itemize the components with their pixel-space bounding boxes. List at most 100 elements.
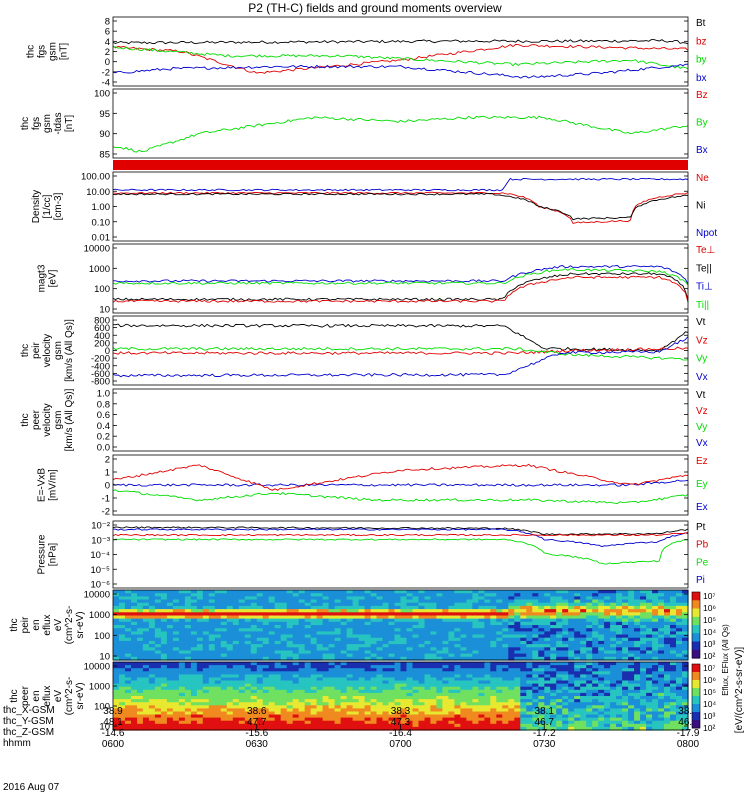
heatmap-cell (190, 605, 198, 610)
heatmap-cell (502, 596, 509, 601)
heatmap-cell (478, 711, 485, 716)
heatmap-cell (244, 680, 252, 685)
heatmap-cell (628, 644, 635, 648)
heatmap-cell (664, 631, 671, 636)
heatmap-cell (664, 677, 671, 682)
heatmap-cell (538, 720, 545, 725)
heatmap-cell (262, 717, 270, 722)
heatmap-cell (148, 671, 156, 675)
heatmap-cell (166, 612, 174, 617)
heatmap-cell (352, 628, 360, 632)
heatmap-cell (131, 602, 138, 607)
heatmap-cell (418, 683, 426, 688)
ephemeris-value: 38.1 (678, 706, 698, 717)
heatmap-cell (166, 631, 174, 636)
heatmap-cell (280, 689, 288, 694)
heatmap-cell (568, 689, 575, 694)
heatmap-cell (274, 714, 282, 719)
heatmap-cell (460, 662, 467, 666)
heatmap-cell (592, 708, 599, 713)
heatmap-cell (646, 590, 653, 594)
colorbar-inner-label: Eflux, EFlux (All Qs) (721, 624, 730, 696)
heatmap-cell (574, 717, 581, 722)
heatmap-cell (658, 696, 665, 700)
heatmap-cell (556, 650, 563, 655)
heatmap-cell (502, 720, 509, 725)
heatmap-cell (556, 596, 563, 601)
heatmap-cell (616, 714, 623, 719)
heatmap-cell (394, 714, 402, 719)
heatmap-cell (526, 702, 533, 706)
heatmap-cell (652, 647, 659, 652)
heatmap-cell (652, 726, 659, 731)
heatmap-cell (352, 717, 360, 722)
heatmap-cell (532, 615, 539, 620)
heatmap-cell (448, 640, 455, 645)
heatmap-cell (376, 726, 384, 731)
heatmap-cell (514, 602, 521, 607)
heatmap-cell (676, 615, 683, 620)
heatmap-cell (220, 680, 228, 685)
heatmap-cell (520, 637, 527, 642)
colorbar-tick-label: 10⁶ (703, 603, 716, 613)
heatmap-cell (166, 618, 174, 623)
heatmap-cell (286, 628, 294, 632)
heatmap-cell (604, 717, 611, 722)
heatmap-cell (604, 692, 611, 697)
heatmap-cell (472, 647, 479, 652)
colorbar-segment (692, 688, 700, 697)
heatmap-cell (550, 705, 557, 709)
heatmap-cell (352, 711, 360, 716)
heatmap-cell (460, 650, 467, 655)
heatmap-cell (682, 615, 689, 620)
heatmap-cell (610, 593, 617, 597)
heatmap-cell (556, 656, 563, 661)
heatmap-cell (538, 699, 545, 703)
heatmap-cell (490, 665, 497, 669)
heatmap-cell (286, 665, 294, 669)
heatmap-cell (172, 593, 180, 597)
heatmap-cell (484, 612, 491, 617)
heatmap-cell (574, 705, 581, 709)
series-Vt (113, 323, 689, 353)
heatmap-cell (538, 596, 545, 601)
heatmap-cell (592, 637, 599, 642)
heatmap-cell (178, 637, 186, 642)
heatmap-cell (526, 677, 533, 682)
heatmap-cell (328, 612, 336, 617)
heatmap-cell (604, 662, 611, 666)
heatmap-cell (208, 714, 216, 719)
heatmap-cell (334, 665, 342, 669)
heatmap-cell (430, 637, 437, 642)
heatmap-cell (274, 605, 282, 610)
heatmap-cell (388, 615, 396, 620)
heatmap-cell (226, 683, 234, 688)
heatmap-cell (676, 625, 683, 629)
heatmap-cell (256, 665, 264, 669)
heatmap-cell (137, 599, 144, 604)
heatmap-cell (628, 708, 635, 713)
heatmap-cell (508, 605, 515, 610)
heatmap-cell (400, 720, 408, 725)
heatmap-cell (286, 686, 294, 691)
heatmap-cell (238, 726, 246, 731)
heatmap-cell (424, 615, 432, 620)
heatmap-cell (574, 609, 581, 613)
heatmap-cell (550, 596, 557, 601)
heatmap-cell (676, 602, 683, 607)
heatmap-cell (292, 662, 300, 666)
heatmap-cell (376, 720, 384, 725)
heatmap-cell (268, 612, 276, 617)
heatmap-cell (646, 668, 653, 672)
heatmap-cell (226, 714, 234, 719)
heatmap-cell (646, 723, 653, 728)
heatmap-cell (478, 596, 485, 601)
heatmap-cell (340, 656, 348, 661)
heatmap-cell (316, 602, 324, 607)
heatmap-cell (125, 640, 132, 645)
heatmap-cell (544, 615, 551, 620)
heatmap-cell (568, 656, 575, 661)
heatmap-cell (298, 696, 306, 700)
heatmap-cell (490, 668, 497, 672)
heatmap-cell (262, 593, 270, 597)
